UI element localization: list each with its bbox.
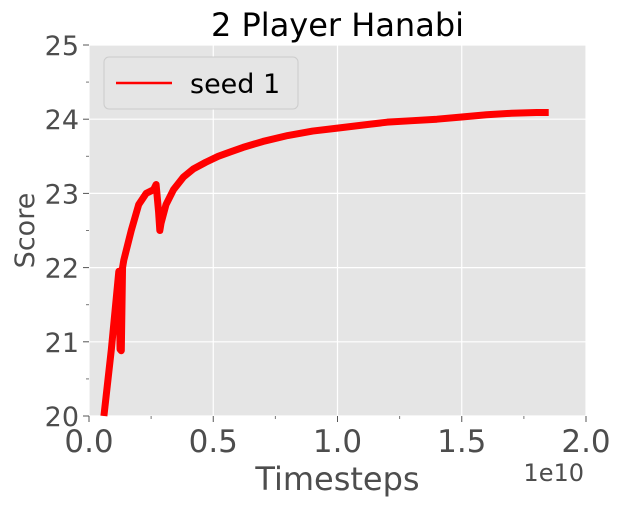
chart-title: 2 Player Hanabi [211, 6, 464, 44]
y-tick-label: 24 [45, 105, 79, 136]
x-tick-label: 0.5 [189, 424, 238, 460]
ticks: 0.0 0.5 1.0 1.5 2.0 20 21 22 23 24 25 [45, 31, 611, 460]
x-tick-label: 0.0 [64, 424, 113, 460]
x-axis-label: Timesteps [254, 460, 419, 498]
y-tick-label: 20 [45, 402, 79, 433]
legend: seed 1 [103, 56, 299, 110]
legend-box [103, 56, 299, 110]
y-tick-label: 21 [45, 328, 79, 359]
y-tick-label: 25 [45, 31, 79, 62]
y-tick-label: 22 [45, 254, 79, 285]
series-line-seed-1 [100, 109, 549, 417]
y-axis-label: Score [10, 193, 41, 269]
x-tick-label: 2.0 [561, 424, 610, 460]
x-tick-label: 1.5 [437, 424, 486, 460]
series-layer [100, 109, 549, 417]
y-tick-label: 23 [45, 179, 79, 210]
x-tick-label: 1.0 [313, 424, 362, 460]
x-axis-offset-label: 1e10 [523, 459, 584, 487]
legend-label: seed 1 [190, 69, 280, 100]
